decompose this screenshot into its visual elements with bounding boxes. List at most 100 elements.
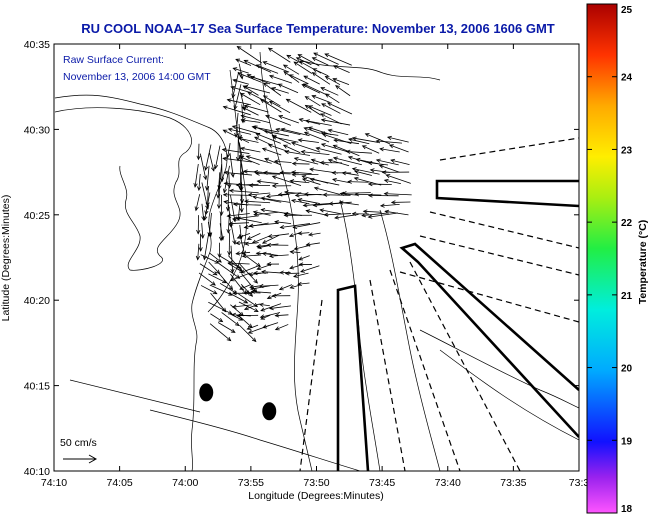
current-vector [367,193,399,198]
current-vector [289,249,301,255]
current-vector [364,133,391,145]
current-vector [222,165,230,194]
current-vector [388,144,409,153]
current-vector [302,83,329,97]
current-vector [305,242,320,247]
current-vector [265,193,290,199]
current-vector [227,127,252,135]
current-vector [273,159,292,164]
current-vector [251,125,279,133]
current-vector [333,138,360,145]
current-vector [228,221,249,226]
current-vector [283,213,312,218]
current-vector [354,192,382,197]
current-vector [193,163,199,188]
current-vector [262,61,290,73]
current-vector [261,269,281,274]
colorbar-tick-label: 22 [621,218,633,229]
current-vector [302,202,331,208]
current-vector [244,199,271,204]
current-vector [199,263,218,276]
current-vector [261,234,280,244]
current-vector [219,223,225,241]
current-vector [222,156,252,163]
current-vector [199,153,208,181]
plot-content [54,45,579,471]
current-vector [232,67,249,74]
current-vector [240,264,261,274]
current-vector [204,144,212,171]
current-vector [203,202,209,221]
current-vector [218,272,234,291]
current-vector [200,285,218,295]
current-vector [226,214,231,234]
current-vector [232,202,262,207]
current-vector [290,198,310,205]
current-vector [238,315,253,329]
y-tick-label: 40:30 [24,124,50,136]
current-vector [195,243,201,261]
colorbar-label: Temperature (°C) [637,220,649,305]
current-vector [278,284,293,291]
current-vector [375,139,403,144]
current-vector [247,91,270,104]
current-vector [282,144,301,154]
dashed-lines [299,137,579,471]
current-vector [239,92,261,106]
current-vector [291,161,310,166]
current-vector [274,324,289,331]
current-vector [282,64,300,75]
current-vector [228,188,259,194]
current-vector [384,209,409,216]
current-vector [219,153,225,183]
current-vector [311,94,330,103]
current-vector [256,179,279,185]
current-vector [198,233,203,252]
current-vector [246,324,259,330]
current-vector [297,138,319,143]
current-vector [338,200,359,206]
current-vector [305,119,332,126]
current-vector [284,149,311,156]
current-vector [255,171,281,176]
current-vector [271,135,299,143]
current-vector [289,264,302,270]
current-vector [304,96,321,107]
current-vector [226,98,251,106]
current-vector [255,64,279,74]
current-vector [268,253,289,259]
x-tick-label: 74:00 [172,477,198,489]
y-tick-label: 40:35 [24,39,50,51]
plot-frame [53,43,580,472]
station-marker [199,383,214,402]
current-vector [367,212,399,219]
scale-arrow [63,454,98,464]
current-vector [234,112,239,138]
current-vector [263,170,291,175]
current-vector [319,208,342,215]
current-vector [243,303,260,311]
current-vector [345,149,372,154]
current-vector [210,292,227,313]
current-vector [335,85,351,97]
current-vector [227,261,250,266]
current-vector [293,272,309,278]
current-vector [235,216,262,224]
current-vector [239,156,260,166]
current-vector [265,114,291,126]
current-vector [289,284,301,289]
current-vector [196,143,201,161]
current-vector [236,313,259,318]
current-vector [222,105,251,116]
current-vector [390,158,410,166]
current-vector [251,235,271,244]
current-vector [214,145,221,170]
current-vector [201,203,206,221]
current-vector [196,215,201,235]
station-markers [199,383,277,421]
current-vector [261,251,279,256]
current-vector [248,222,279,228]
current-vector [238,262,258,284]
current-vector [208,301,233,315]
y-tick-label: 40:15 [24,381,50,393]
